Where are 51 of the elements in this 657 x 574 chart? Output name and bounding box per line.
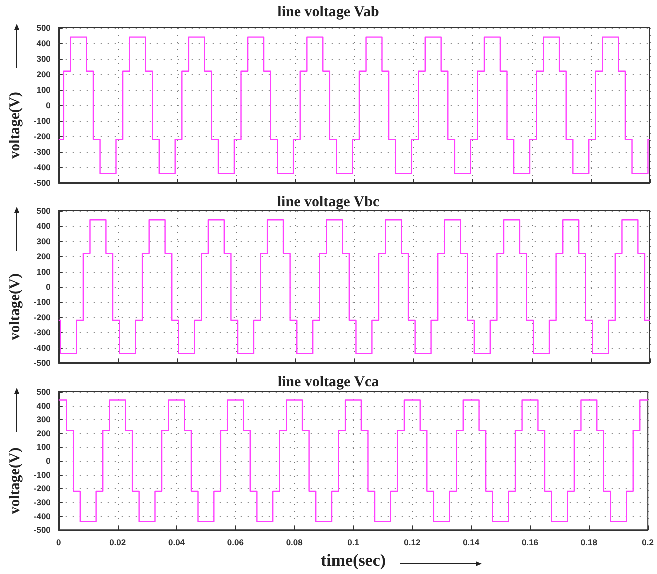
- x-tick-label: 0.12: [404, 538, 421, 548]
- y-tick-label: 400: [36, 400, 52, 411]
- y-tick-label: 500: [36, 206, 52, 216]
- y-tick-label: 500: [36, 23, 52, 33]
- x-tick-label: 0: [56, 538, 62, 548]
- y-axis-title: voltage(V): [8, 448, 24, 514]
- chart-title: line voltage Vca: [278, 374, 380, 390]
- y-tick-label: 300: [36, 54, 52, 64]
- y-tick-label: 100: [36, 85, 52, 95]
- y-tick-label: 300: [36, 236, 52, 246]
- y-tick-label: -200: [34, 132, 52, 142]
- y-tick-label: 300: [36, 414, 52, 425]
- y-tick-label: -400: [34, 162, 52, 172]
- x-axis-title: time(sec): [320, 551, 386, 570]
- y-tick-label: 0: [46, 100, 52, 110]
- y-tick-label: 400: [36, 221, 52, 232]
- y-tick-label: -100: [34, 297, 52, 308]
- x-tick-label: 0.1: [348, 538, 360, 548]
- x-tick-label: 0.2: [642, 538, 654, 548]
- y-tick-label: 200: [36, 252, 52, 262]
- chart-title: line voltage Vab: [278, 4, 380, 20]
- y-tick-label: 500: [36, 387, 52, 397]
- y-tick-label: -100: [34, 116, 52, 126]
- y-tick-label: 100: [36, 442, 52, 452]
- x-tick-label: 0.16: [522, 538, 539, 548]
- y-tick-label: -400: [34, 511, 52, 522]
- x-tick-label: 0.18: [580, 538, 598, 548]
- y-tick-label: 200: [36, 70, 52, 80]
- y-tick-label: 100: [36, 266, 52, 277]
- y-tick-label: 400: [36, 38, 52, 48]
- y-tick-label: 0: [46, 282, 52, 292]
- y-tick-label: -500: [34, 178, 52, 188]
- y-tick-label: -200: [34, 484, 52, 494]
- y-tick-label: -300: [34, 328, 52, 338]
- x-tick-label: 0.06: [227, 538, 244, 548]
- y-axis-title: voltage(V): [8, 274, 24, 340]
- y-tick-label: -100: [34, 470, 52, 480]
- x-tick-label: 0.04: [168, 538, 186, 548]
- y-tick-label: -300: [34, 497, 52, 508]
- y-axis-title: voltage(V): [8, 92, 24, 159]
- chart-title: line voltage Vbc: [277, 194, 380, 210]
- y-tick-label: -500: [34, 525, 52, 536]
- x-tick-label: 0.02: [110, 538, 126, 548]
- y-tick-label: -200: [34, 312, 52, 322]
- y-tick-label: -400: [34, 342, 52, 353]
- x-tick-label: 0.14: [463, 538, 480, 548]
- y-tick-label: -500: [34, 358, 52, 368]
- y-tick-label: -300: [34, 147, 52, 157]
- y-tick-label: 200: [36, 428, 52, 438]
- x-tick-label: 0.08: [286, 538, 304, 548]
- y-tick-label: 0: [46, 456, 52, 466]
